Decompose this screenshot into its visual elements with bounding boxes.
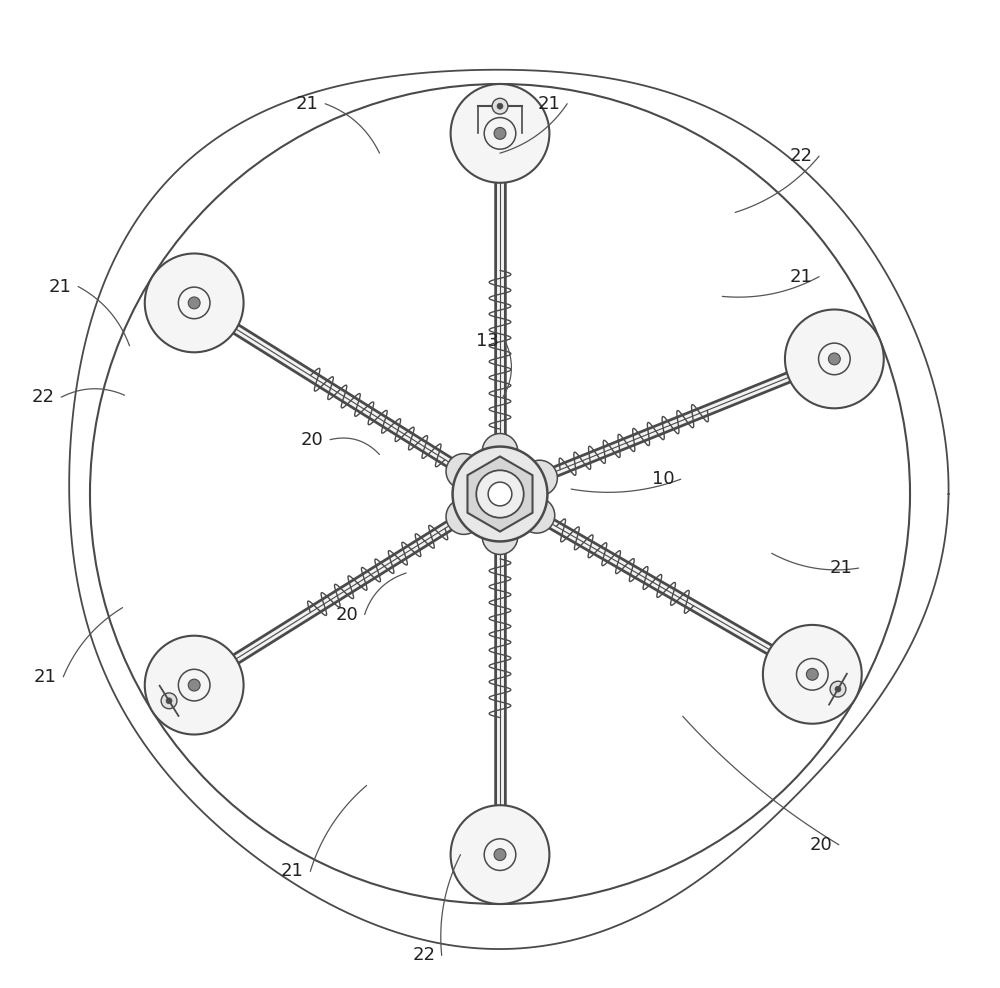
- Circle shape: [828, 353, 840, 365]
- Text: 21: 21: [790, 268, 813, 286]
- Circle shape: [482, 519, 518, 554]
- Circle shape: [166, 698, 172, 703]
- Text: 21: 21: [296, 95, 319, 113]
- Text: 13: 13: [476, 332, 499, 350]
- Circle shape: [476, 470, 524, 518]
- Text: 21: 21: [34, 668, 57, 686]
- Circle shape: [494, 849, 506, 861]
- Text: 21: 21: [49, 278, 72, 295]
- Circle shape: [519, 498, 555, 534]
- Circle shape: [488, 482, 512, 506]
- Circle shape: [451, 84, 549, 183]
- Circle shape: [494, 127, 506, 139]
- Circle shape: [453, 447, 547, 541]
- Text: 21: 21: [538, 95, 561, 113]
- Text: 22: 22: [32, 388, 55, 406]
- Circle shape: [145, 254, 244, 353]
- Text: 20: 20: [335, 606, 358, 623]
- Circle shape: [482, 434, 518, 469]
- Circle shape: [492, 99, 508, 115]
- Circle shape: [161, 693, 177, 708]
- Circle shape: [188, 297, 200, 309]
- Text: 21: 21: [281, 863, 304, 880]
- Text: 20: 20: [810, 836, 832, 854]
- Text: 22: 22: [412, 947, 435, 964]
- Text: 20: 20: [301, 431, 324, 449]
- Circle shape: [446, 499, 482, 535]
- Circle shape: [830, 682, 846, 698]
- Circle shape: [763, 625, 862, 724]
- Text: 10: 10: [652, 470, 674, 488]
- Circle shape: [446, 453, 482, 489]
- Polygon shape: [467, 456, 533, 532]
- Text: 22: 22: [790, 147, 813, 165]
- Circle shape: [806, 669, 818, 681]
- Circle shape: [145, 635, 244, 734]
- Text: 21: 21: [829, 559, 852, 577]
- Circle shape: [497, 104, 503, 110]
- Circle shape: [451, 805, 549, 904]
- Circle shape: [522, 460, 557, 496]
- Circle shape: [188, 679, 200, 691]
- Circle shape: [835, 687, 841, 693]
- Circle shape: [785, 309, 884, 408]
